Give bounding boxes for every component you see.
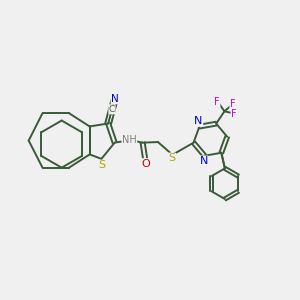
Text: NH: NH — [122, 135, 137, 145]
Text: F: F — [231, 109, 237, 119]
Text: F: F — [230, 99, 236, 109]
Text: O: O — [142, 159, 150, 169]
Text: N: N — [200, 156, 208, 166]
Text: N: N — [194, 116, 203, 126]
Text: C: C — [109, 105, 115, 114]
Text: S: S — [98, 160, 106, 170]
Text: N: N — [111, 94, 119, 104]
Text: F: F — [214, 97, 220, 107]
Text: S: S — [169, 153, 176, 163]
